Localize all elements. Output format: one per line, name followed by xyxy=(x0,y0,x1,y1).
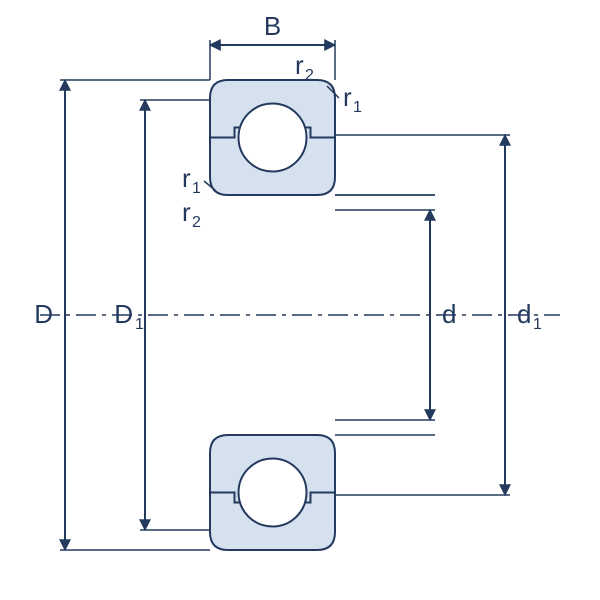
dimension-D-label: D xyxy=(34,299,53,329)
ball-element xyxy=(239,104,307,172)
label-r1-left: r xyxy=(182,163,191,193)
dimension-d1-label-sub: 1 xyxy=(533,316,542,333)
dimension-B-label: B xyxy=(264,11,281,41)
bearing-cross-section-diagram: DD1dd1Br2r1r1r2 xyxy=(0,0,600,600)
label-r1-left-sub: 1 xyxy=(192,180,201,197)
dimension-D1-label-sub: 1 xyxy=(135,316,144,333)
label-r2-top: r xyxy=(295,50,304,80)
label-r2-left-sub: 2 xyxy=(192,214,201,231)
label-r2-left: r xyxy=(182,197,191,227)
label-r1-top-sub: 1 xyxy=(353,99,362,116)
dimension-d-label: d xyxy=(442,299,456,329)
label-r1-top: r xyxy=(343,82,352,112)
label-r2-top-sub: 2 xyxy=(305,67,314,84)
ball-element xyxy=(239,459,307,527)
dimension-d1-label: d xyxy=(517,299,531,329)
dimension-D1-label: D xyxy=(114,299,133,329)
